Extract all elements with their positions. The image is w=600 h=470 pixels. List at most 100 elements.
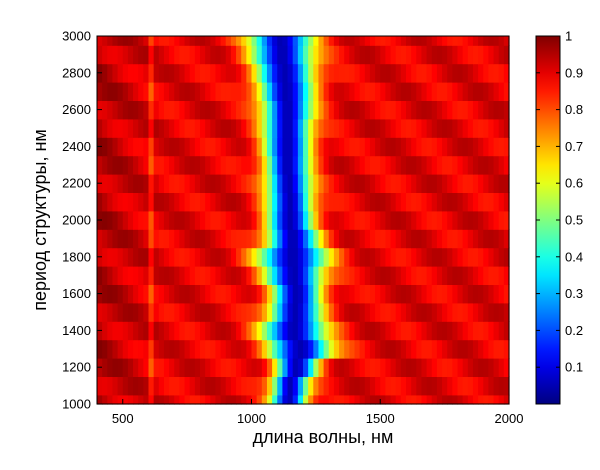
heatmap-cell: [251, 302, 258, 322]
heatmap-cell: [421, 210, 428, 230]
heatmap-cell: [339, 247, 345, 267]
heatmap-cell: [251, 284, 258, 304]
heatmap-cell: [148, 321, 155, 341]
heatmap-cell: [303, 339, 309, 359]
heatmap-cell: [488, 229, 495, 249]
heatmap-cell: [256, 137, 263, 157]
heatmap-cell: [478, 394, 484, 405]
heatmap-cell: [426, 321, 433, 341]
heatmap-cell: [359, 210, 366, 230]
heatmap-cell: [246, 45, 253, 65]
heatmap-cell: [478, 247, 484, 267]
heatmap-cell: [313, 266, 320, 285]
heatmap-cell: [452, 302, 459, 322]
heatmap-cell: [380, 376, 386, 396]
heatmap-cell: [246, 339, 253, 359]
heatmap-cell: [230, 137, 237, 157]
heatmap-cell: [503, 376, 510, 396]
heatmap-cell: [153, 63, 160, 83]
heatmap-cell: [292, 229, 299, 249]
heatmap-cell: [112, 45, 119, 65]
heatmap-cell: [210, 63, 217, 83]
heatmap-cell: [163, 174, 170, 193]
heatmap-cell: [503, 36, 510, 46]
heatmap-cell: [189, 284, 196, 304]
x-tick-label: 500: [112, 411, 134, 426]
heatmap-cell: [138, 155, 144, 175]
heatmap-cell: [174, 63, 180, 83]
heatmap-cell: [452, 266, 459, 285]
heatmap-cell: [256, 376, 263, 396]
heatmap-cell: [313, 394, 320, 405]
heatmap-cell: [375, 339, 381, 359]
heatmap-cell: [158, 229, 165, 249]
heatmap-cell: [369, 63, 376, 83]
heatmap-cell: [339, 192, 345, 212]
heatmap-cell: [112, 302, 119, 322]
heatmap-cell: [442, 82, 448, 101]
heatmap-cell: [364, 137, 371, 157]
heatmap-cell: [225, 174, 232, 193]
heatmap-cell: [277, 45, 283, 65]
heatmap-cell: [328, 358, 335, 377]
heatmap-cell: [122, 394, 129, 405]
heatmap-cell: [230, 210, 237, 230]
heatmap-cell: [251, 36, 258, 46]
heatmap-cell: [230, 192, 237, 212]
heatmap-cell: [241, 339, 247, 359]
heatmap-cell: [251, 210, 258, 230]
heatmap-cell: [297, 339, 304, 359]
heatmap-cell: [97, 45, 103, 65]
heatmap-cell: [359, 192, 366, 212]
heatmap-cell: [292, 376, 299, 396]
heatmap-cell: [158, 174, 165, 193]
heatmap-cell: [241, 229, 247, 249]
heatmap-cell: [102, 358, 108, 377]
heatmap-cell: [261, 394, 268, 405]
heatmap-cell: [318, 63, 325, 83]
heatmap-cell: [478, 36, 484, 46]
heatmap-cell: [503, 247, 510, 267]
heatmap-cell: [127, 192, 134, 212]
heatmap-cell: [97, 155, 103, 175]
heatmap-cell: [339, 36, 345, 46]
heatmap-cell: [138, 266, 144, 285]
heatmap-cell: [364, 229, 371, 249]
heatmap-cell: [122, 210, 129, 230]
heatmap-cell: [158, 302, 165, 322]
heatmap-cell: [369, 376, 376, 396]
heatmap-cell: [277, 100, 283, 120]
heatmap-cell: [436, 266, 443, 285]
heatmap-cell: [112, 36, 119, 46]
heatmap-cell: [210, 266, 217, 285]
heatmap-cell: [344, 321, 350, 341]
heatmap-cell: [256, 45, 263, 65]
heatmap-cell: [220, 376, 227, 396]
heatmap-cell: [236, 302, 242, 322]
heatmap-cell: [488, 45, 495, 65]
heatmap-cell: [369, 118, 376, 138]
heatmap-cell: [138, 302, 144, 322]
heatmap-cell: [200, 192, 206, 212]
heatmap-cell: [323, 266, 330, 285]
heatmap-cell: [179, 394, 186, 405]
heatmap-cell: [421, 137, 428, 157]
heatmap-cell: [436, 45, 443, 65]
heatmap-cell: [369, 45, 376, 65]
heatmap-cell: [97, 266, 103, 285]
heatmap-cell: [287, 358, 294, 377]
heatmap-cell: [385, 82, 392, 101]
heatmap-cell: [102, 302, 108, 322]
heatmap-cell: [493, 266, 500, 285]
heatmap-cell: [184, 45, 191, 65]
heatmap-cell: [369, 36, 376, 46]
heatmap-cell: [220, 100, 227, 120]
heatmap-cell: [318, 174, 325, 193]
heatmap-cell: [261, 302, 268, 322]
heatmap-cell: [442, 63, 448, 83]
heatmap-cell: [333, 155, 340, 175]
heatmap-cell: [385, 302, 392, 322]
heatmap-cell: [297, 155, 304, 175]
heatmap-cell: [493, 358, 500, 377]
heatmap-cell: [297, 118, 304, 138]
